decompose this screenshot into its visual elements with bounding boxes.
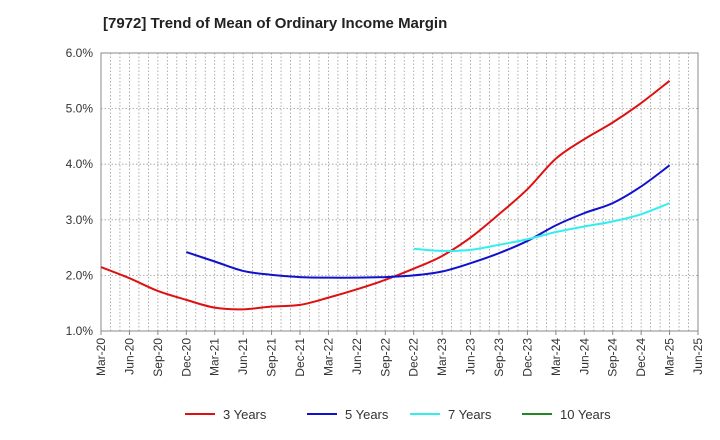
- x-tick-label: Mar-21: [208, 338, 222, 376]
- x-tick-label: Jun-24: [577, 338, 591, 375]
- x-tick-label: Sep-20: [151, 338, 165, 377]
- y-tick-label: 5.0%: [66, 102, 94, 116]
- x-tick-label: Mar-25: [663, 338, 677, 376]
- chart-title: [7972] Trend of Mean of Ordinary Income …: [103, 15, 448, 32]
- legend-label: 5 Years: [345, 407, 389, 422]
- x-tick-label: Jun-23: [464, 338, 478, 375]
- x-tick-label: Dec-22: [407, 338, 421, 377]
- y-tick-label: 6.0%: [66, 46, 94, 60]
- x-tick-label: Mar-24: [549, 338, 563, 376]
- series-line-3-years: [100, 80, 671, 311]
- x-tick-label: Mar-20: [94, 338, 108, 376]
- x-tick-label: Dec-24: [634, 338, 648, 377]
- x-tick-label: Jun-21: [236, 338, 250, 375]
- x-tick-label: Dec-21: [293, 338, 307, 377]
- x-tick-label: Sep-23: [492, 338, 506, 377]
- x-tick-label: Dec-20: [179, 338, 193, 377]
- x-tick-layer: Mar-20 Jun-20 Sep-20 Dec-20 Mar-21 Jun-21 Sep-…: [94, 331, 705, 377]
- x-tick-label: Mar-22: [321, 338, 335, 376]
- y-tick-layer: 1.0% 2.0% 3.0% 4.0% 5.0% 6.0%: [66, 46, 94, 338]
- x-tick-label: Dec-23: [520, 338, 534, 377]
- grid-layer: [101, 53, 698, 331]
- x-tick-label: Sep-22: [378, 338, 392, 377]
- plot-border: [100, 52, 699, 332]
- x-tick-label: Sep-21: [265, 338, 279, 377]
- x-tick-label: Jun-25: [691, 338, 705, 375]
- legend-label: 7 Years: [448, 407, 492, 422]
- plot-frame: [100, 52, 699, 332]
- x-tick-label: Jun-22: [350, 338, 364, 375]
- legend-label: 10 Years: [560, 407, 611, 422]
- legend-label: 3 Years: [223, 407, 267, 422]
- y-tick-label: 1.0%: [66, 324, 94, 338]
- series-line-5-years: [185, 164, 671, 279]
- x-tick-label: Sep-24: [606, 338, 620, 377]
- y-tick-label: 3.0%: [66, 213, 94, 227]
- y-tick-label: 2.0%: [66, 268, 94, 282]
- x-tick-label: Mar-23: [435, 338, 449, 376]
- series-layer: [100, 80, 671, 311]
- series-line-7-years: [413, 202, 670, 252]
- x-tick-label: Jun-20: [122, 338, 136, 375]
- legend: 3 Years 5 Years 7 Years 10 Years: [185, 407, 611, 422]
- y-tick-label: 4.0%: [66, 157, 94, 171]
